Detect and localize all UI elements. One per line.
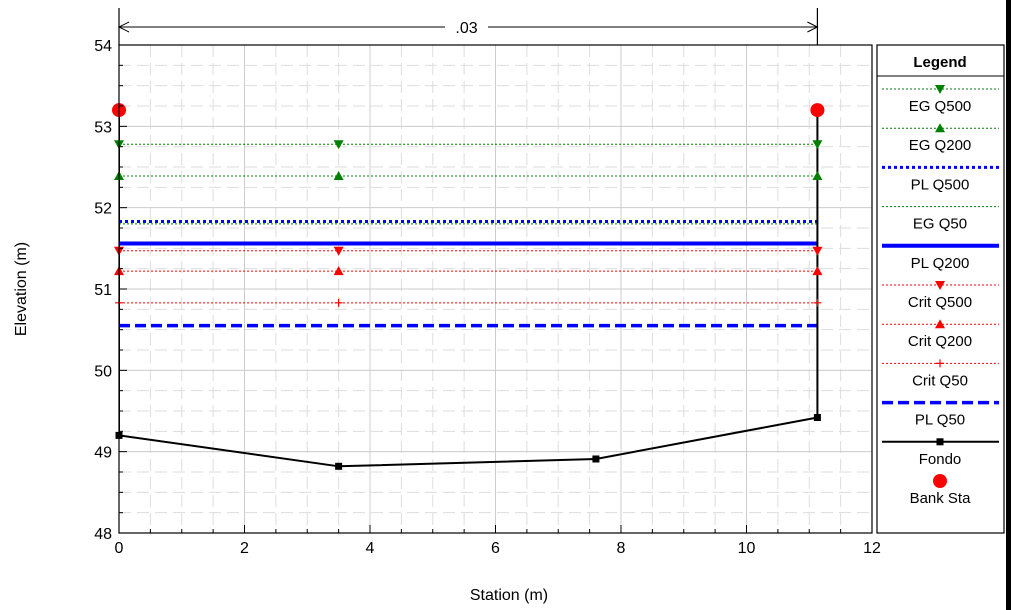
dimension-arrow-left: [117, 21, 130, 33]
dimension-annotation: .03: [117, 8, 819, 45]
x-tick-label: 0: [115, 540, 124, 557]
point-eg-q500: [812, 140, 823, 150]
legend-marker-eg-q200: [935, 123, 945, 133]
legend-label-pl-q200: PL Q200: [911, 255, 970, 272]
point-fondo: [813, 414, 821, 422]
legend-item-bank-sta: Bank Sta: [910, 474, 972, 507]
x-axis-label: Station (m): [470, 587, 548, 604]
marker-layer: [112, 103, 825, 470]
point-crit-q200: [333, 266, 344, 276]
dimension-label: .03: [455, 20, 477, 37]
legend-item-fondo: Fondo: [882, 438, 999, 468]
legend-label-eg-q50: EG Q50: [913, 216, 967, 233]
window-edge: [1006, 0, 1011, 610]
legend-title: Legend: [913, 54, 966, 71]
y-tick-label: 52: [94, 201, 112, 218]
x-tick-label: 8: [617, 540, 626, 557]
legend-item-pl-q50: PL Q50: [882, 400, 999, 429]
legend-item-crit-q50: Crit Q50: [882, 359, 999, 389]
legend-item-eg-q500: EG Q500: [882, 85, 999, 115]
legend-marker-fondo: [936, 438, 944, 446]
legend-label-crit-q500: Crit Q500: [908, 294, 972, 311]
point-eg-q200: [333, 170, 344, 180]
y-tick-label: 53: [94, 119, 112, 136]
legend-item-eg-q200: EG Q200: [882, 123, 999, 154]
point-eg-q200: [812, 170, 823, 180]
point-crit-q50: [813, 298, 822, 307]
x-tick-label: 12: [863, 540, 881, 557]
legend-label-pl-q50: PL Q50: [915, 412, 965, 429]
legend-item-crit-q200: Crit Q200: [882, 319, 999, 350]
legend-items: EG Q500 EG Q200 PL Q500 EG Q50 PL Q200 Crit Q…: [882, 85, 999, 507]
point-crit-q200: [812, 266, 823, 276]
point-crit-q50: [334, 298, 343, 307]
legend-item-crit-q500: Crit Q500: [882, 281, 999, 311]
x-tick-label: 6: [491, 540, 500, 557]
point-fondo: [592, 455, 600, 463]
legend-label-eg-q200: EG Q200: [909, 137, 972, 154]
dimension-arrow-right: [807, 21, 819, 33]
point-crit-q500: [333, 246, 344, 256]
legend-label-eg-q500: EG Q500: [909, 98, 972, 115]
legend-marker-bank-sta: [933, 474, 947, 488]
point-bank-sta: [810, 103, 825, 118]
legend: Legend EG Q500 EG Q200 PL Q500 EG Q50 PL Q20…: [876, 44, 1005, 534]
legend-marker-eg-q500: [935, 85, 945, 94]
legend-marker-crit-q500: [935, 281, 945, 290]
legend-label-bank-sta: Bank Sta: [910, 490, 972, 507]
legend-label-pl-q500: PL Q500: [911, 176, 970, 193]
y-axis-label: Elevation (m): [13, 242, 30, 336]
legend-item-eg-q50: EG Q50: [882, 206, 999, 233]
y-tick-label: 49: [94, 445, 112, 462]
x-tick-label: 2: [240, 540, 249, 557]
y-tick-label: 51: [94, 282, 112, 299]
y-tick-label: 48: [94, 526, 112, 543]
y-tick-label: 54: [94, 38, 112, 55]
legend-item-pl-q200: PL Q200: [882, 243, 999, 272]
legend-label-crit-q200: Crit Q200: [908, 333, 972, 350]
legend-label-fondo: Fondo: [919, 451, 962, 468]
point-crit-q500: [812, 246, 823, 256]
legend-label-crit-q50: Crit Q50: [912, 372, 968, 389]
legend-item-pl-q500: PL Q500: [882, 165, 999, 193]
series-layer: [119, 110, 819, 468]
x-tick-label: 10: [738, 540, 756, 557]
point-eg-q500: [333, 140, 344, 150]
legend-marker-crit-q200: [935, 319, 945, 329]
legend-marker-crit-q50: [936, 359, 944, 368]
point-fondo: [335, 462, 343, 470]
series-line-fondo: [119, 110, 819, 468]
axes: 0 2 4 6 8 10 12 48 49 50 51 52 53 54: [94, 38, 881, 557]
y-tick-label: 50: [94, 363, 112, 380]
x-tick-label: 4: [366, 540, 375, 557]
